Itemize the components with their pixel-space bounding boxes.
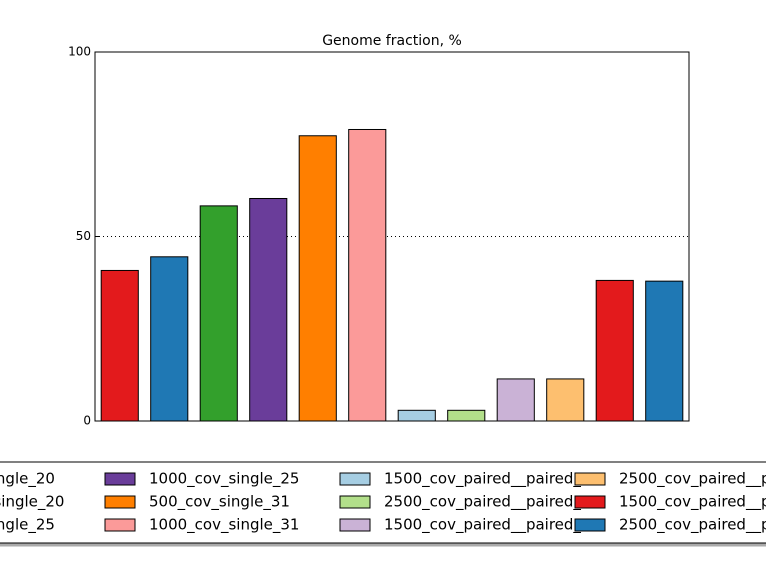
- legend-swatch: [574, 495, 606, 509]
- bar: [546, 378, 585, 422]
- legend-label: 1000_cov_single_20: [0, 493, 64, 512]
- plot-frame: [94, 51, 690, 422]
- bar: [397, 409, 436, 422]
- legend-swatch: [339, 518, 371, 532]
- bar: [298, 135, 337, 422]
- bar: [150, 256, 189, 422]
- bar: [100, 269, 139, 422]
- legend-swatch: [339, 495, 371, 509]
- legend-swatch: [104, 518, 136, 532]
- bar: [595, 279, 634, 422]
- legend-label: 2500_cov_paired__paired_31: [619, 516, 766, 535]
- bar: [447, 409, 486, 422]
- legend-label: 2500_cov_paired__paired_25: [619, 470, 766, 489]
- legend-swatch: [104, 495, 136, 509]
- legend-swatch: [104, 472, 136, 486]
- bar: [249, 197, 288, 422]
- legend-label: 1500_cov_paired__paired_25: [384, 516, 600, 535]
- y-tick-label: 0: [83, 414, 91, 428]
- legend-swatch: [574, 472, 606, 486]
- legend-swatch: [339, 472, 371, 486]
- y-tick-label: 100: [68, 45, 91, 59]
- legend-swatch: [574, 518, 606, 532]
- legend-label: 1500_cov_paired__paired_31: [619, 493, 766, 512]
- legend-label: 1500_cov_paired__paired_20: [384, 470, 600, 489]
- bar: [199, 205, 238, 422]
- legend-label: 2500_cov_paired__paired_20: [384, 493, 600, 512]
- y-tick-label: 50: [76, 229, 91, 243]
- bar: [348, 128, 387, 422]
- bar: [496, 378, 535, 422]
- legend-label: 1000_cov_single_31: [149, 516, 299, 535]
- legend-label: 500_cov_single_25: [0, 516, 55, 535]
- legend-label: 1000_cov_single_25: [149, 470, 299, 489]
- chart-title: Genome fraction, %: [322, 33, 462, 49]
- bar: [645, 280, 684, 422]
- legend-label: 500_cov_single_20: [0, 470, 55, 489]
- legend-label: 500_cov_single_31: [149, 493, 290, 512]
